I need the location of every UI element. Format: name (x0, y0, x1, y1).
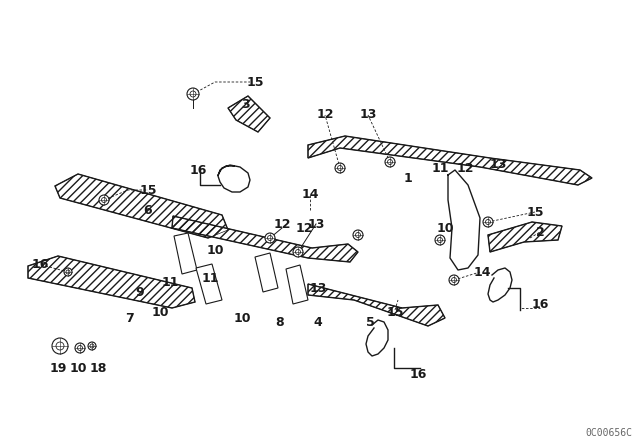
Polygon shape (172, 216, 358, 262)
Circle shape (99, 195, 109, 205)
Circle shape (335, 163, 345, 173)
Circle shape (75, 343, 85, 353)
Text: 9: 9 (136, 285, 144, 298)
Circle shape (265, 233, 275, 243)
Text: 3: 3 (241, 98, 250, 111)
Polygon shape (174, 233, 197, 274)
Text: 12: 12 (456, 161, 474, 175)
Text: 18: 18 (90, 362, 107, 375)
Polygon shape (28, 256, 195, 308)
Polygon shape (196, 264, 222, 304)
Text: 1: 1 (404, 172, 412, 185)
Text: 10: 10 (436, 221, 454, 234)
Text: 12: 12 (316, 108, 333, 121)
Text: 10: 10 (233, 311, 251, 324)
Text: 10: 10 (151, 306, 169, 319)
Polygon shape (286, 265, 308, 304)
Text: 11: 11 (161, 276, 179, 289)
Circle shape (449, 275, 459, 285)
Circle shape (64, 268, 72, 276)
Text: 8: 8 (276, 315, 284, 328)
Polygon shape (255, 253, 278, 292)
Text: 16: 16 (31, 258, 49, 271)
Circle shape (435, 235, 445, 245)
Text: 5: 5 (365, 315, 374, 328)
Text: 19: 19 (49, 362, 67, 375)
Circle shape (483, 217, 493, 227)
Circle shape (88, 342, 96, 350)
Text: 4: 4 (314, 315, 323, 328)
Text: 2: 2 (536, 225, 545, 238)
Text: 6: 6 (144, 203, 152, 216)
Circle shape (52, 338, 68, 354)
Circle shape (293, 247, 303, 257)
Text: 12: 12 (295, 221, 313, 234)
Text: 12: 12 (273, 217, 291, 231)
Text: 16: 16 (189, 164, 207, 177)
Text: 13: 13 (490, 159, 507, 172)
Text: 10: 10 (206, 244, 224, 257)
Text: 14: 14 (301, 189, 319, 202)
Polygon shape (228, 96, 270, 132)
Text: 13: 13 (359, 108, 377, 121)
Circle shape (353, 230, 363, 240)
Text: 7: 7 (125, 311, 134, 324)
Text: 0C00656C: 0C00656C (585, 428, 632, 438)
Circle shape (187, 88, 199, 100)
Polygon shape (308, 284, 445, 326)
Text: 15: 15 (246, 76, 264, 89)
Text: 11: 11 (201, 271, 219, 284)
Text: 15: 15 (387, 306, 404, 319)
Text: 16: 16 (410, 369, 427, 382)
Text: 13: 13 (307, 217, 324, 231)
Text: 16: 16 (531, 298, 548, 311)
Text: 10: 10 (69, 362, 87, 375)
Polygon shape (55, 174, 228, 238)
Text: 13: 13 (309, 281, 326, 294)
Polygon shape (308, 136, 592, 185)
Text: 14: 14 (473, 266, 491, 279)
Circle shape (385, 157, 395, 167)
Text: 11: 11 (431, 161, 449, 175)
Polygon shape (488, 222, 562, 252)
Text: 15: 15 (526, 206, 544, 219)
Text: 15: 15 (140, 184, 157, 197)
